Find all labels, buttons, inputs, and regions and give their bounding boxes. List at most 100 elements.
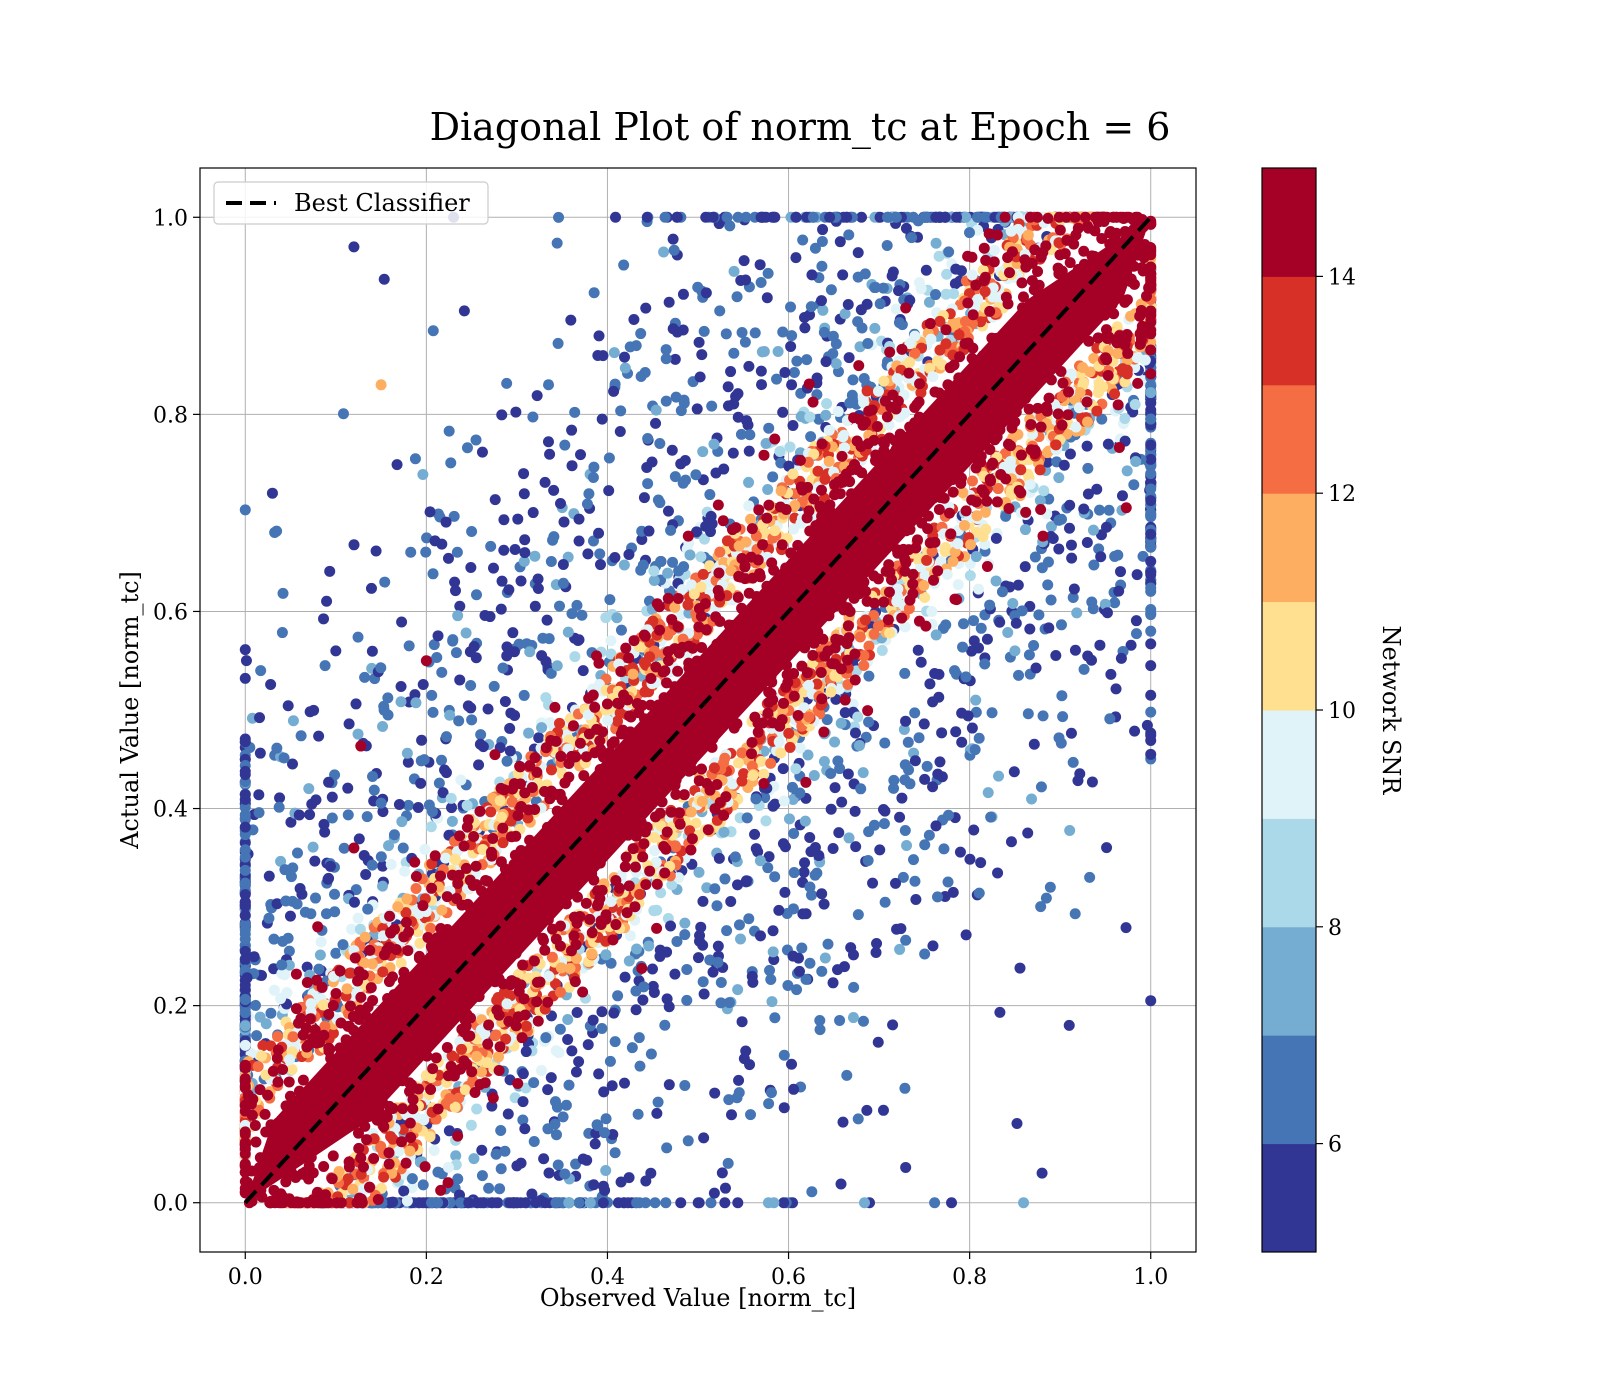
scatter-point (799, 311, 811, 323)
scatter-point (603, 452, 615, 464)
scatter-point (825, 284, 837, 296)
scatter-point (451, 546, 463, 558)
scatter-point (239, 933, 251, 945)
scatter-point (563, 1079, 575, 1091)
scatter-point (850, 841, 862, 853)
scatter-point (645, 1048, 657, 1060)
scatter-point (526, 1188, 538, 1200)
scatter-point (927, 696, 939, 708)
scatter-point (830, 358, 842, 370)
scatter-point (663, 296, 675, 308)
scatter-point (788, 828, 800, 840)
scatter-point (349, 952, 361, 964)
scatter-point (999, 447, 1011, 459)
scatter-point (490, 1029, 502, 1041)
scatter-point (788, 367, 800, 379)
scatter-point (552, 337, 564, 349)
scatter-point (763, 1098, 775, 1110)
scatter-point (1034, 494, 1046, 506)
scatter-point (786, 379, 798, 391)
scatter-point (440, 852, 452, 864)
scatter-point (409, 453, 421, 465)
scatter-point (655, 555, 667, 567)
scatter-point (966, 722, 978, 734)
scatter-point (1101, 842, 1113, 854)
scatter-point (536, 722, 548, 734)
scatter-point (805, 301, 817, 313)
scatter-point (586, 948, 598, 960)
scatter-point (727, 778, 739, 790)
scatter-point (487, 562, 499, 574)
scatter-point (794, 787, 806, 799)
scatter-point (782, 979, 794, 991)
scatter-point (563, 1197, 575, 1209)
scatter-point (429, 535, 441, 547)
scatter-point (1011, 1118, 1023, 1130)
scatter-point (736, 775, 748, 787)
scatter-point (319, 826, 331, 838)
scatter-point (731, 291, 743, 303)
scatter-point (1053, 543, 1065, 555)
scatter-point (410, 883, 422, 895)
scatter-point (459, 1084, 471, 1096)
scatter-point (303, 783, 315, 795)
scatter-point (637, 994, 649, 1006)
scatter-point (1055, 619, 1067, 631)
scatter-point (347, 1183, 359, 1195)
scatter-point (541, 614, 553, 626)
scatter-point (740, 875, 752, 887)
scatter-point (1145, 541, 1157, 553)
scatter-point (827, 842, 839, 854)
scatter-point (1029, 551, 1041, 563)
scatter-point (1022, 827, 1034, 839)
scatter-point (1058, 459, 1070, 471)
scatter-point (834, 236, 846, 248)
scatter-point (577, 986, 589, 998)
scatter-point (1068, 583, 1080, 595)
scatter-point (427, 325, 439, 337)
scatter-point (406, 1182, 418, 1194)
scatter-point (415, 777, 427, 789)
scatter-point (994, 1006, 1006, 1018)
scatter-point (879, 737, 891, 749)
scatter-point (600, 949, 612, 961)
scatter-point (872, 1036, 884, 1048)
scatter-point (358, 850, 370, 862)
scatter-point (729, 851, 741, 863)
scatter-point (499, 1145, 511, 1157)
scatter-point (489, 749, 501, 761)
scatter-point (635, 328, 647, 340)
scatter-point (878, 818, 890, 830)
scatter-point (933, 668, 945, 680)
scatter-point (756, 379, 768, 391)
scatter-point (494, 1183, 506, 1195)
scatter-point (769, 871, 781, 883)
scatter-point (540, 692, 552, 704)
scatter-point (239, 789, 251, 801)
scatter-point (263, 870, 275, 882)
scatter-point (597, 1180, 609, 1192)
scatter-point (848, 981, 860, 993)
scatter-point (714, 546, 726, 558)
scatter-point (852, 711, 864, 723)
scatter-point (482, 703, 494, 715)
scatter-point (530, 1197, 542, 1209)
scatter-point (971, 510, 983, 522)
scatter-point (517, 1114, 529, 1126)
scatter-point (934, 344, 946, 356)
scatter-point (605, 830, 617, 842)
scatter-point (619, 861, 631, 873)
scatter-point (747, 769, 759, 781)
scatter-point (1067, 756, 1079, 768)
scatter-point (758, 345, 770, 357)
scatter-point (858, 1197, 870, 1209)
scatter-point (348, 896, 360, 908)
scatter-point (932, 891, 944, 903)
scatter-point (549, 1096, 561, 1108)
scatter-point (608, 347, 620, 359)
scatter-point (473, 759, 485, 771)
scatter-point (688, 588, 700, 600)
scatter-point (607, 1128, 619, 1140)
scatter-point (442, 1161, 454, 1173)
scatter-point (788, 1083, 800, 1095)
